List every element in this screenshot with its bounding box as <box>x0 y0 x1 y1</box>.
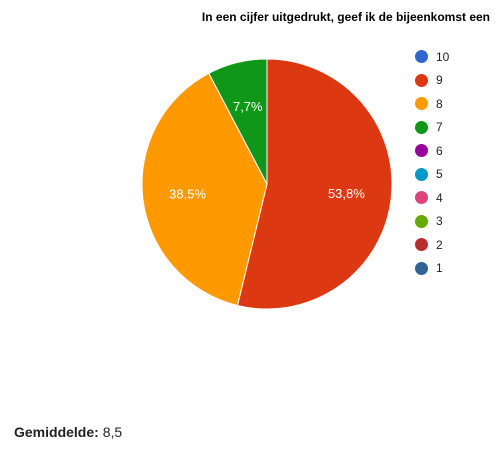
legend-label-2: 2 <box>436 237 443 252</box>
pie-slice-7[interactable] <box>208 58 268 185</box>
slice-label-7: 7,7% <box>233 99 263 114</box>
pie-chart: 53,8% 38,5% 7,7% <box>141 58 393 310</box>
legend-label-3: 3 <box>436 214 443 229</box>
legend-swatch-7 <box>415 120 428 134</box>
average-value: 8,5 <box>102 424 123 440</box>
legend-item-3[interactable]: 3 <box>415 210 449 234</box>
legend-label-5: 5 <box>436 167 443 182</box>
slice-label-9: 53,8% <box>328 186 365 201</box>
legend-label-1: 1 <box>436 261 443 276</box>
chart-title: In een cijfer uitgedrukt, geef ik de bij… <box>201 10 490 24</box>
legend-label-8: 8 <box>436 96 443 111</box>
legend-swatch-4 <box>415 191 428 205</box>
legend-item-4[interactable]: 4 <box>415 186 449 210</box>
average-summary: Gemiddelde: 8,5 <box>14 424 122 440</box>
legend-swatch-1 <box>415 261 428 275</box>
pie-slice-8[interactable] <box>141 72 268 307</box>
legend-item-8[interactable]: 8 <box>415 92 449 116</box>
legend-item-5[interactable]: 5 <box>415 163 449 187</box>
pie-slice-9[interactable] <box>236 58 393 310</box>
legend-item-10[interactable]: 10 <box>415 45 449 69</box>
average-label: Gemiddelde: <box>14 424 99 440</box>
legend-label-6: 6 <box>436 143 443 158</box>
legend-label-10: 10 <box>436 49 450 64</box>
pie-chart-panel: In een cijfer uitgedrukt, geef ik de bij… <box>141 10 490 310</box>
legend-swatch-3 <box>415 214 428 228</box>
legend-swatch-5 <box>415 167 428 181</box>
chart-legend: 10 9 8 7 6 5 4 3 2 1 <box>415 45 449 280</box>
legend-swatch-8 <box>415 97 428 111</box>
legend-label-9: 9 <box>436 73 443 88</box>
legend-item-1[interactable]: 1 <box>415 257 449 281</box>
legend-label-7: 7 <box>436 120 443 135</box>
legend-item-9[interactable]: 9 <box>415 69 449 93</box>
legend-label-4: 4 <box>436 190 443 205</box>
legend-swatch-10 <box>415 50 428 64</box>
legend-item-2[interactable]: 2 <box>415 233 449 257</box>
legend-item-7[interactable]: 7 <box>415 116 449 140</box>
legend-item-6[interactable]: 6 <box>415 139 449 163</box>
legend-swatch-2 <box>415 238 428 252</box>
slice-label-8: 38,5% <box>169 186 206 201</box>
legend-swatch-9 <box>415 73 428 87</box>
legend-swatch-6 <box>415 144 428 158</box>
